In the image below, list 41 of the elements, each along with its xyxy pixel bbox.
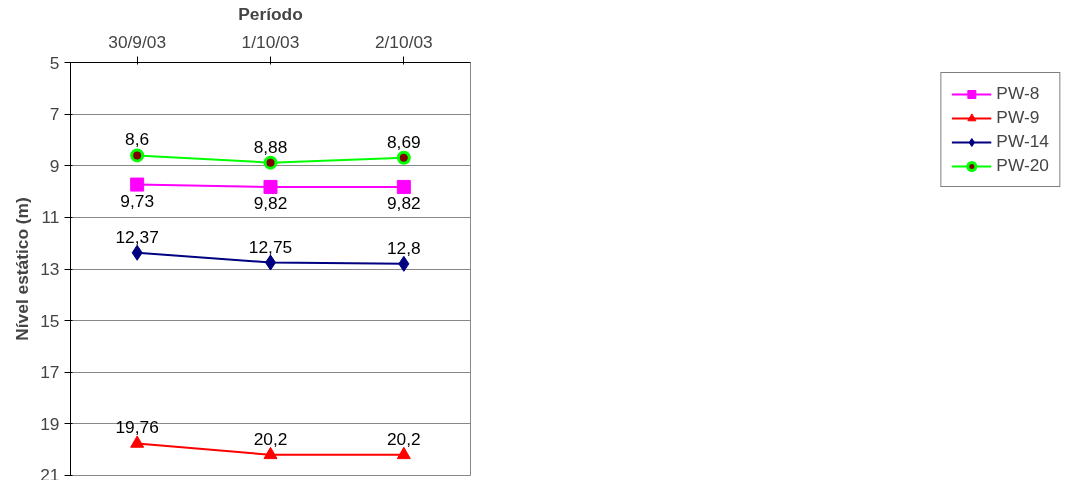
point [263,179,278,194]
point [263,446,278,460]
x-tick-label: 1/10/03 [241,31,300,52]
y-axis-title: Nível estático (m) [12,197,33,341]
data-label: 20,2 [253,428,288,449]
y-tick-label: 13 [40,259,60,279]
point [396,179,411,194]
point [130,177,145,192]
y-tick-label: 9 [49,155,60,176]
data-label: 8,88 [253,136,288,157]
data-label: 12,75 [248,236,293,257]
point [130,435,145,448]
data-label: 9,73 [120,190,155,211]
data-label: 12,8 [386,237,421,258]
x-tick-label: 30/9/03 [108,31,167,52]
y-tick-label: 11 [41,207,60,228]
data-label: 12,37 [115,226,159,247]
point [396,150,411,165]
y-tick-label: 5 [49,52,60,73]
y-tick-label: 21 [40,464,60,485]
data-label: 9,82 [253,192,288,213]
legend-label: PW-8 [996,83,1040,104]
data-label: 20,2 [386,428,421,449]
legend-label: PW-20 [996,155,1049,176]
data-label: 19,76 [115,417,159,438]
data-label: 8,6 [125,129,150,150]
x-axis-title: Período [238,3,303,24]
y-tick-label: 17 [40,362,60,383]
legend-label: PW-9 [996,107,1040,128]
point [263,155,278,170]
point [398,255,410,272]
y-tick-label: 19 [40,413,60,434]
data-label: 8,69 [386,131,421,152]
point [130,148,145,163]
x-tick-label: 2/10/03 [374,31,433,52]
point [396,446,411,460]
point [131,244,143,261]
data-label: 9,82 [386,192,421,213]
legend-label: PW-14 [996,131,1049,152]
y-tick-label: 7 [49,104,60,125]
y-tick-label: 15 [40,310,60,331]
